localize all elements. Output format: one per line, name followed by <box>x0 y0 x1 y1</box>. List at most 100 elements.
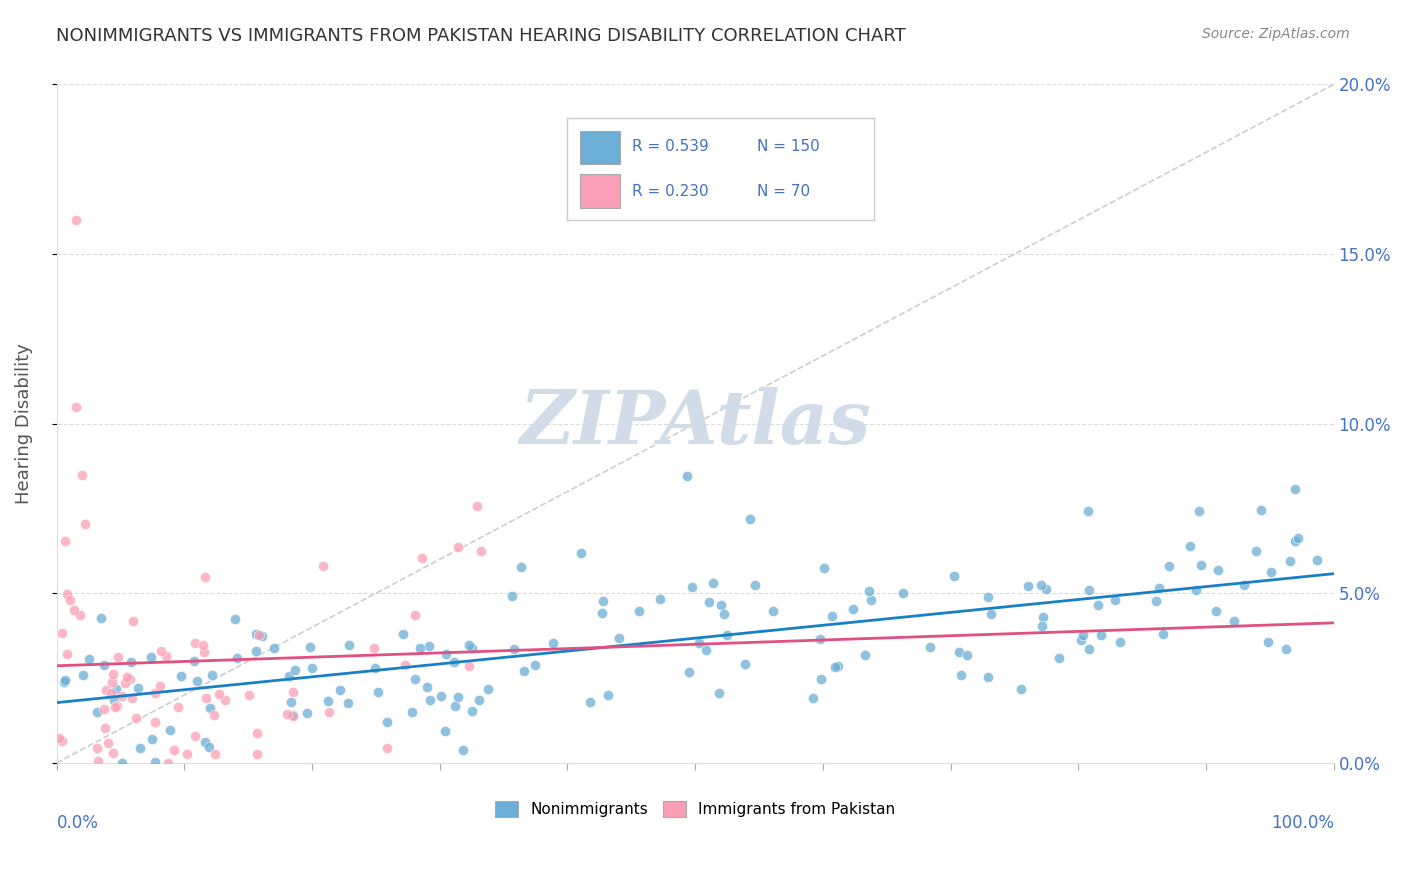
Point <box>1077 641 1099 656</box>
Point <box>477 681 499 696</box>
Point <box>1144 594 1167 608</box>
Point <box>120 655 142 669</box>
Point <box>943 569 966 583</box>
Point <box>281 708 304 723</box>
Point <box>607 632 630 646</box>
Point <box>510 559 533 574</box>
Point <box>1284 534 1306 549</box>
Point <box>204 747 226 762</box>
Point <box>1306 553 1329 567</box>
Point <box>247 628 270 642</box>
Point <box>710 598 733 612</box>
Point <box>411 551 433 566</box>
Point <box>141 732 163 747</box>
Point <box>598 688 620 702</box>
Point <box>281 684 304 698</box>
Point <box>695 643 717 657</box>
Point <box>101 666 124 681</box>
Point <box>827 659 849 673</box>
Point <box>409 641 432 656</box>
Point <box>1090 628 1112 642</box>
Point <box>1078 582 1101 597</box>
Point <box>713 607 735 621</box>
Point <box>176 747 198 762</box>
Point <box>375 741 398 756</box>
Point <box>193 645 215 659</box>
Point <box>301 661 323 675</box>
Point <box>702 576 724 591</box>
Point <box>245 627 267 641</box>
Point <box>329 682 352 697</box>
Point <box>194 735 217 749</box>
Point <box>434 724 457 739</box>
Point <box>1108 635 1130 649</box>
Point <box>159 723 181 737</box>
Point <box>1071 627 1094 641</box>
Point <box>1032 609 1054 624</box>
Point <box>263 641 285 656</box>
Point <box>394 658 416 673</box>
Point <box>364 661 387 675</box>
Point <box>1260 565 1282 579</box>
Point <box>93 721 115 735</box>
Point <box>513 664 536 678</box>
Point <box>198 701 221 715</box>
Point <box>195 690 218 705</box>
Point <box>121 690 143 705</box>
Point <box>434 647 457 661</box>
Point <box>208 688 231 702</box>
Point <box>93 701 115 715</box>
Point <box>1223 614 1246 628</box>
Point <box>183 654 205 668</box>
Point <box>104 681 127 696</box>
Point <box>277 669 299 683</box>
Point <box>202 708 225 723</box>
Point <box>127 681 149 696</box>
Point <box>337 638 360 652</box>
Point <box>1286 531 1309 545</box>
Point <box>145 685 167 699</box>
Point <box>891 585 914 599</box>
Point <box>1246 544 1268 558</box>
Point <box>855 648 877 662</box>
Point <box>976 670 998 684</box>
Point <box>105 698 128 713</box>
Point <box>225 651 247 665</box>
Point <box>1031 619 1053 633</box>
Point <box>569 546 592 560</box>
Point <box>103 747 125 761</box>
Point <box>1035 582 1057 596</box>
Point <box>1011 682 1033 697</box>
Point <box>100 686 122 700</box>
Point <box>1250 503 1272 517</box>
Point <box>716 628 738 642</box>
Point <box>738 512 761 526</box>
Point <box>214 693 236 707</box>
Point <box>592 594 614 608</box>
Point <box>115 670 138 684</box>
Point <box>977 590 1000 604</box>
Point <box>1233 578 1256 592</box>
Point <box>461 640 484 655</box>
Point <box>51 733 73 747</box>
Point <box>63 602 86 616</box>
Point <box>578 696 600 710</box>
Point <box>734 657 756 671</box>
Point <box>75 516 97 531</box>
Point <box>69 608 91 623</box>
Point <box>89 611 111 625</box>
Point <box>447 541 470 555</box>
Point <box>111 689 134 703</box>
Point <box>184 636 207 650</box>
Point <box>280 694 302 708</box>
Point <box>93 657 115 672</box>
Text: NONIMMIGRANTS VS IMMIGRANTS FROM PAKISTAN HEARING DISABILITY CORRELATION CHART: NONIMMIGRANTS VS IMMIGRANTS FROM PAKISTA… <box>56 27 905 45</box>
Point <box>104 699 127 714</box>
Point <box>415 680 437 694</box>
Point <box>55 673 77 688</box>
Point <box>86 706 108 720</box>
Point <box>70 467 93 482</box>
Point <box>101 674 124 689</box>
Point <box>1189 558 1212 572</box>
Point <box>87 755 110 769</box>
